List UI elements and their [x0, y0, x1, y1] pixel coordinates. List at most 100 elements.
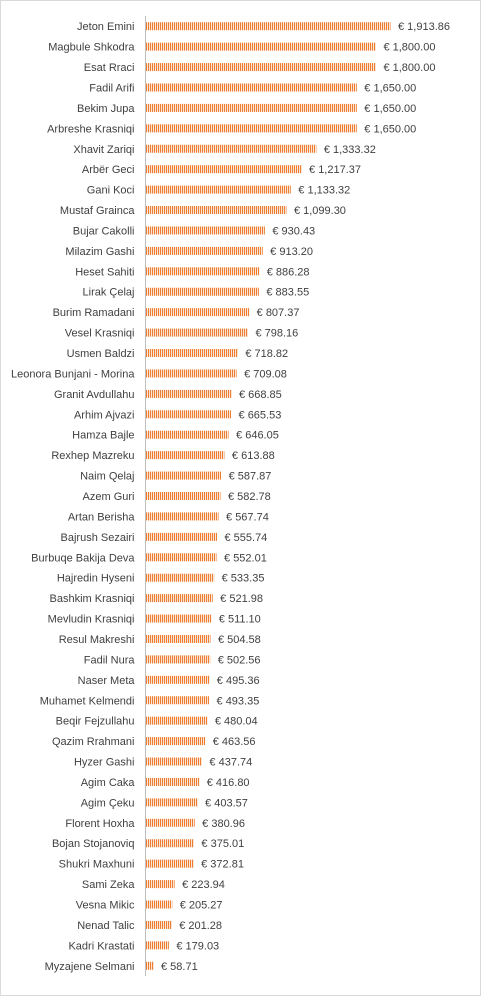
- bar: [146, 471, 222, 480]
- bar: [146, 941, 169, 950]
- data-label: € 555.74: [224, 532, 267, 544]
- data-label: € 403.57: [205, 797, 248, 809]
- bar: [146, 206, 287, 215]
- category-label: Vesel Krasniqi: [65, 328, 135, 340]
- bar: [146, 165, 302, 174]
- data-label: € 582.78: [228, 491, 271, 503]
- bar: [146, 777, 200, 786]
- data-label: € 495.36: [217, 675, 260, 687]
- data-label: € 1,913.86: [398, 21, 450, 33]
- bar: [146, 124, 357, 133]
- category-label: Naser Meta: [78, 675, 136, 687]
- category-label: Bekim Jupa: [77, 103, 135, 115]
- data-label: € 1,650.00: [364, 82, 416, 94]
- bar: [146, 226, 265, 235]
- data-label: € 480.04: [215, 716, 258, 728]
- data-label: € 375.01: [201, 838, 244, 850]
- bar: [146, 757, 202, 766]
- category-label: Lirak Çelaj: [83, 287, 135, 299]
- category-label: Bojan Stojanoviq: [52, 838, 135, 850]
- category-label: Heset Sahiti: [75, 266, 134, 278]
- data-label: € 223.94: [182, 879, 225, 891]
- data-label: € 913.20: [270, 246, 313, 258]
- data-label: € 718.82: [245, 348, 288, 360]
- category-label: Rexhep Mazreku: [51, 450, 134, 462]
- data-label: € 201.28: [179, 920, 222, 932]
- category-label: Agim Çeku: [81, 797, 135, 809]
- data-label: € 205.27: [180, 900, 223, 912]
- category-label: Bujar Cakolli: [73, 225, 135, 237]
- data-label: € 552.01: [224, 552, 267, 564]
- bar: [146, 532, 217, 541]
- category-label: Agim Caka: [81, 777, 136, 789]
- bar: [146, 696, 210, 705]
- bar: [146, 492, 221, 500]
- data-label: € 886.28: [267, 266, 310, 278]
- data-label: € 504.58: [218, 634, 261, 646]
- bar: [146, 920, 172, 929]
- bar: [146, 144, 317, 153]
- data-label: € 1,650.00: [364, 103, 416, 115]
- category-label: Magbule Shkodra: [48, 42, 135, 54]
- category-label: Hyzer Gashi: [74, 757, 135, 769]
- category-label: Artan Berisha: [68, 511, 136, 523]
- bar: [146, 430, 229, 439]
- category-label: Bajrush Sezairi: [61, 532, 135, 544]
- category-label: Burim Ramadani: [53, 307, 135, 319]
- category-label: Qazim Rrahmani: [52, 736, 135, 748]
- data-label: € 1,333.32: [324, 144, 376, 156]
- data-label: € 883.55: [266, 287, 309, 299]
- data-label: € 668.85: [239, 389, 282, 401]
- category-label: Hajredin Hyseni: [57, 573, 135, 585]
- bar: [146, 614, 212, 623]
- bar: [146, 553, 217, 562]
- category-label: Bashkim Krasniqi: [50, 593, 135, 605]
- bar: [146, 634, 211, 643]
- bar: [146, 512, 219, 521]
- data-label: € 587.87: [229, 471, 272, 483]
- bar: [146, 246, 263, 255]
- bar: [146, 859, 194, 868]
- data-label: € 709.08: [244, 368, 287, 380]
- category-label: Leonora Bunjani - Morina: [11, 368, 135, 380]
- data-label: € 493.35: [217, 695, 260, 707]
- bar: [146, 63, 376, 72]
- bar: [146, 389, 232, 398]
- category-label: Muhamet Kelmendi: [40, 695, 135, 707]
- data-label: € 1,800.00: [383, 42, 435, 54]
- category-label: Jeton Emini: [77, 21, 134, 33]
- data-label: € 511.10: [219, 614, 261, 626]
- category-label: Usmen Baldzi: [67, 348, 135, 360]
- bar: [146, 798, 198, 807]
- data-label: € 1,650.00: [364, 123, 416, 135]
- bar: [146, 410, 232, 419]
- data-label: € 1,099.30: [294, 205, 346, 217]
- category-label: Xhavit Zariqi: [73, 144, 134, 156]
- data-label: € 463.56: [213, 736, 256, 748]
- category-label: Granit Avdullahu: [54, 389, 135, 401]
- bar: [146, 328, 248, 337]
- category-label: Shukri Maxhuni: [59, 859, 135, 871]
- bar: [146, 22, 391, 31]
- category-labels: Jeton Emini Magbule Shkodra Esat Rraci Fadi…: [11, 21, 135, 973]
- bar: [146, 716, 208, 725]
- bar: [146, 655, 211, 664]
- bar: [146, 880, 175, 889]
- data-label: € 179.03: [176, 940, 219, 952]
- data-label: € 1,133.32: [298, 185, 350, 197]
- data-label: € 613.88: [232, 450, 275, 462]
- bars: [146, 22, 391, 970]
- data-label: € 521.98: [220, 593, 263, 605]
- data-label: € 380.96: [202, 818, 245, 830]
- bar: [146, 308, 250, 317]
- bar: [146, 42, 376, 51]
- category-label: Fadil Nura: [84, 654, 136, 666]
- category-label: Esat Rraci: [84, 62, 135, 74]
- data-label: € 1,800.00: [383, 62, 435, 74]
- data-label: € 807.37: [257, 307, 300, 319]
- category-label: Milazim Gashi: [65, 246, 134, 258]
- category-label: Mustaf Grainca: [60, 205, 135, 217]
- bar: [146, 267, 260, 276]
- data-label: € 1,217.37: [309, 164, 361, 176]
